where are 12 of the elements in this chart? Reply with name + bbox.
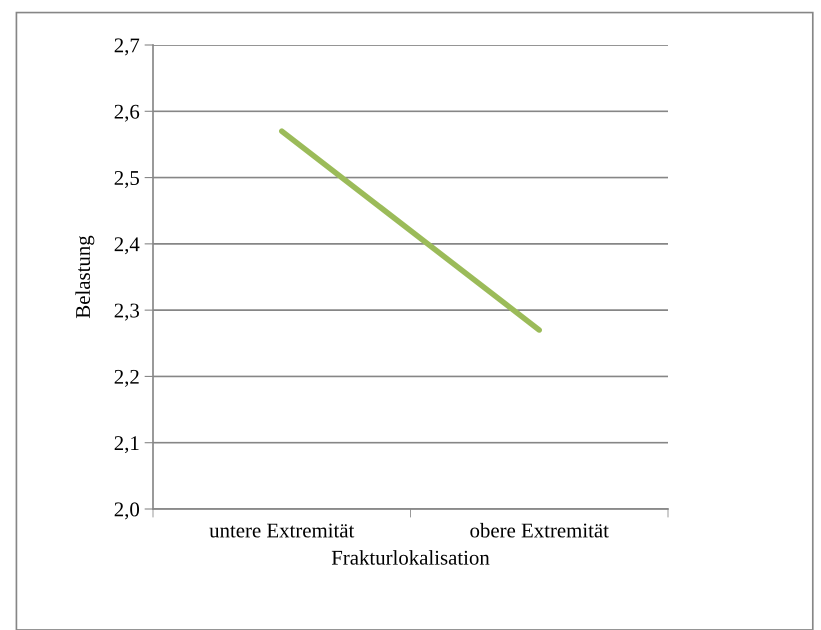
y-tick-label: 2,6 — [114, 104, 140, 122]
y-axis-title: Belastung — [75, 236, 94, 318]
y-tick-label: 2,2 — [114, 370, 139, 387]
x-axis-title: Frakturlokalisation — [332, 550, 490, 565]
y-tick-label: 2,5 — [114, 171, 139, 188]
y-tick-label: 2,3 — [114, 304, 139, 321]
y-tick-label: 2,1 — [114, 436, 139, 454]
x-tick-label: obere Extremität — [470, 522, 609, 538]
x-tick-label: untere Extremität — [209, 524, 354, 538]
y-tick-label: 2,0 — [114, 502, 140, 520]
y-tick-label: 2,4 — [114, 237, 140, 254]
y-tick-label: 2,7 — [114, 38, 140, 56]
